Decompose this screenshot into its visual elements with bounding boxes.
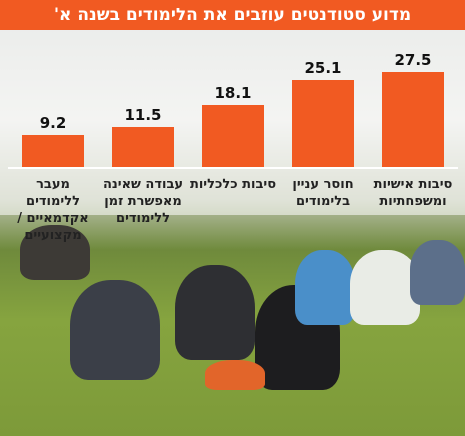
bar: [202, 104, 264, 167]
photo-person: [350, 250, 420, 325]
photo-person: [295, 250, 355, 325]
photo-person: [410, 240, 465, 305]
chart-title: מדוע סטודנטים עוזבים את הלימודים בשנה א': [0, 0, 465, 30]
bar: [22, 135, 84, 167]
bar: [292, 80, 354, 167]
photo-bag: [205, 360, 265, 390]
category-label: סיבות כלכליות: [189, 177, 277, 192]
value-label: 9.2: [39, 114, 67, 133]
bar: [112, 127, 174, 167]
category-label: עבודה שאינה מאפשרת זמן ללימודים: [102, 177, 184, 226]
photo-person: [175, 265, 255, 360]
baseline: [8, 167, 458, 169]
value-label: 25.1: [304, 59, 342, 78]
photo-person: [70, 280, 160, 380]
category-label: חוסר עניין בלימודים: [292, 177, 354, 209]
bar: [382, 72, 444, 167]
value-label: 27.5: [394, 51, 432, 70]
value-label: 11.5: [124, 106, 162, 125]
category-label: מעבר ללימודים אקדמאיים / מקצועיים: [17, 177, 89, 243]
photo-person: [20, 225, 90, 280]
value-label: 18.1: [214, 83, 252, 102]
category-label: סיבות אישיות ומשפחתיות: [373, 177, 453, 209]
